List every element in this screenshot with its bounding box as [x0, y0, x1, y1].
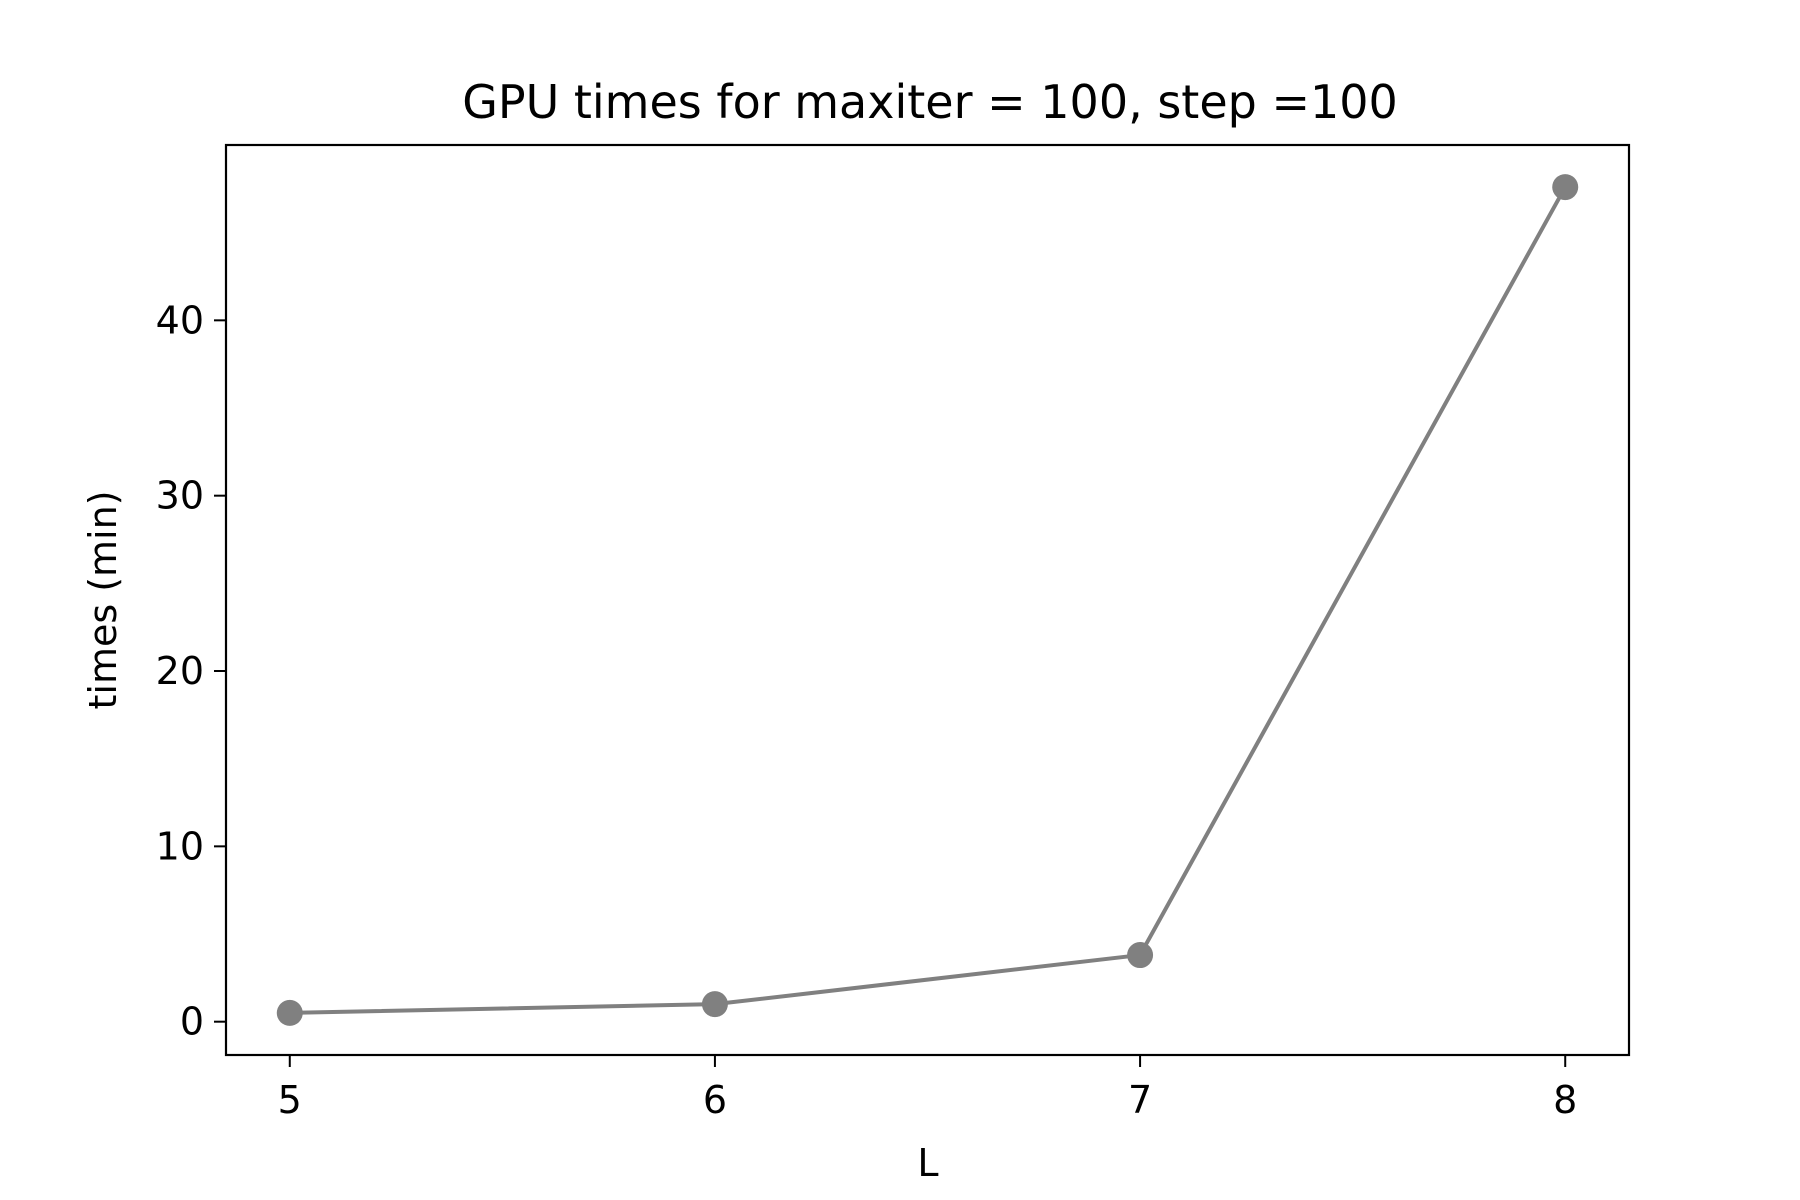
- data-point: [701, 991, 728, 1018]
- x-tick-label: 7: [1128, 1078, 1152, 1122]
- y-tick-label: 10: [156, 824, 204, 868]
- y-tick-label: 20: [156, 649, 204, 693]
- chart-title: GPU times for maxiter = 100, step =100: [462, 75, 1398, 129]
- y-tick-label: 40: [156, 298, 204, 342]
- data-point: [1552, 174, 1579, 201]
- series-line: [289, 186, 1567, 1015]
- axes-frame: [224, 143, 1631, 1057]
- x-tick-label: 5: [278, 1078, 302, 1122]
- x-tick-label: 8: [1553, 1078, 1577, 1122]
- y-tick-label: 30: [156, 474, 204, 518]
- data-point: [1127, 942, 1154, 969]
- plot-area: [276, 174, 1579, 1026]
- y-axis-label: times (min): [81, 490, 125, 709]
- x-axis-label: L: [917, 1141, 938, 1185]
- data-point: [276, 999, 303, 1026]
- y-tick-label: 0: [180, 1000, 204, 1044]
- x-tick-label: 6: [703, 1078, 727, 1122]
